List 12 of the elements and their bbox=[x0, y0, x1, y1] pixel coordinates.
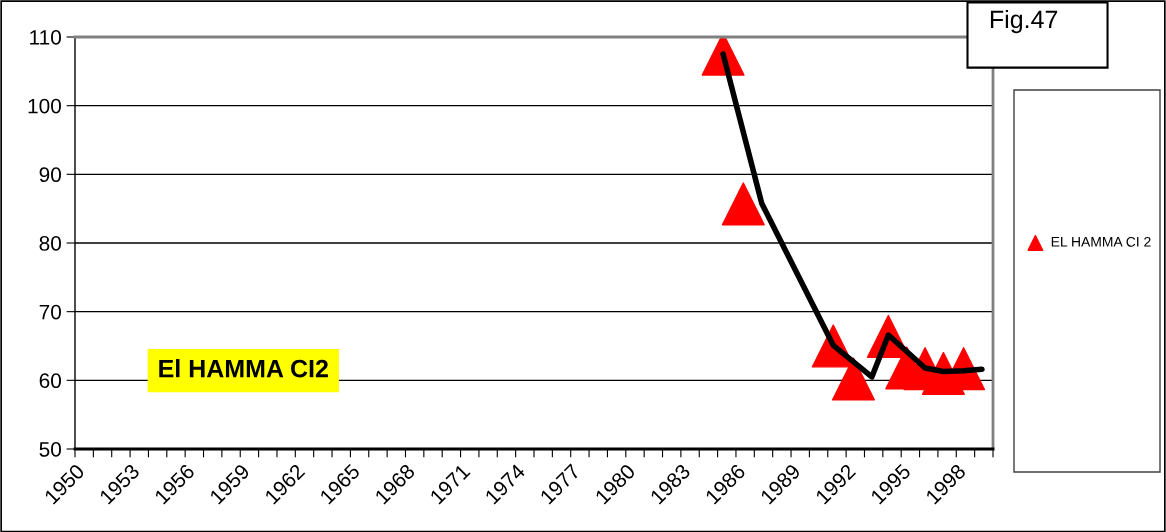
point bbox=[721, 182, 765, 226]
legend-label: EL HAMMA CI 2 bbox=[1051, 236, 1151, 247]
y-tick-label: 70 bbox=[39, 304, 61, 320]
caption: Fig.47 bbox=[990, 9, 1058, 34]
y-tick-label: 60 bbox=[39, 373, 61, 389]
y-tick-label: 80 bbox=[39, 236, 61, 251]
y-tick-label: 100 bbox=[28, 98, 61, 114]
y-tick-label: 50 bbox=[39, 442, 61, 457]
y-tick-label: 110 bbox=[30, 30, 61, 45]
point bbox=[831, 357, 875, 401]
y-tick-label: 90 bbox=[39, 167, 61, 183]
annotation: El HAMMA CI2 bbox=[159, 359, 328, 378]
